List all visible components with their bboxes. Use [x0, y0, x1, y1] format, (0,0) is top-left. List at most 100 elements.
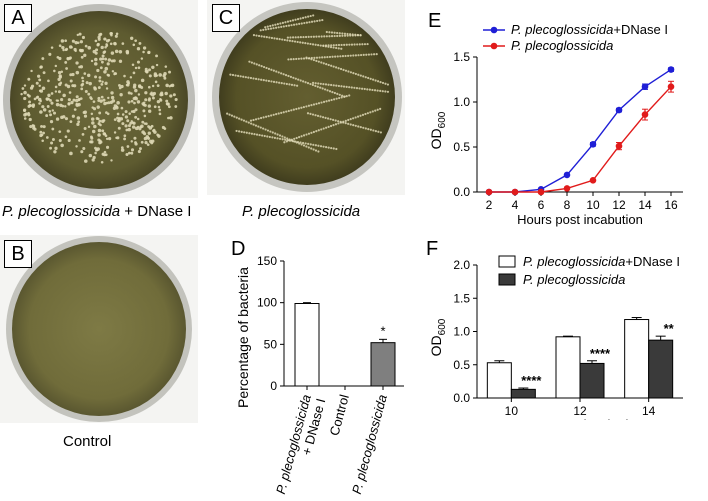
- colony: [136, 100, 141, 104]
- colony: [167, 116, 170, 120]
- colony: [147, 109, 152, 113]
- colony: [303, 21, 306, 25]
- colony: [348, 94, 351, 97]
- colony: [337, 47, 340, 50]
- colony: [379, 80, 382, 84]
- colony: [61, 104, 65, 108]
- colony: [320, 101, 323, 104]
- colony: [307, 104, 311, 107]
- colony: [230, 114, 234, 117]
- colony: [306, 42, 309, 45]
- colony: [31, 124, 35, 127]
- colony: [101, 54, 105, 58]
- colony: [307, 15, 310, 18]
- colony: [90, 59, 94, 63]
- bar: [294, 303, 320, 387]
- colony: [367, 76, 370, 80]
- colony: [299, 141, 302, 144]
- colony: [169, 116, 173, 120]
- caption-a: P. plecoglossicida + DNase I: [2, 203, 191, 220]
- colony: [240, 130, 243, 133]
- colony: [292, 23, 296, 26]
- colony: [386, 90, 390, 93]
- colony: [101, 60, 104, 64]
- colony: [121, 122, 125, 126]
- colony: [102, 98, 106, 102]
- colony: [97, 86, 101, 89]
- colony: [132, 71, 136, 75]
- colony: [242, 119, 246, 122]
- colony: [314, 114, 317, 117]
- colony: [130, 151, 134, 155]
- colony: [113, 118, 117, 122]
- significance-label: **: [664, 321, 675, 336]
- colony: [243, 131, 246, 134]
- colony: [347, 122, 350, 125]
- colony: [317, 129, 320, 132]
- colony: [349, 71, 353, 74]
- colony: [55, 99, 59, 102]
- colony: [39, 130, 43, 134]
- colony: [153, 72, 157, 76]
- colony: [110, 95, 115, 100]
- colony: [361, 87, 364, 90]
- plate-b-agar: [12, 242, 186, 416]
- colony: [289, 58, 293, 61]
- colony: [142, 50, 145, 54]
- colony: [228, 113, 231, 116]
- y-axis-label-main: OD: [428, 335, 444, 356]
- colony: [87, 73, 91, 78]
- colony: [152, 91, 157, 96]
- colony: [81, 133, 85, 136]
- colony: [287, 58, 290, 61]
- colony: [335, 84, 338, 87]
- colony: [69, 79, 73, 83]
- colony: [295, 23, 298, 26]
- colony: [319, 145, 323, 148]
- colony: [23, 84, 27, 87]
- colony: [258, 133, 261, 137]
- colony: [123, 137, 127, 141]
- colony: [100, 160, 104, 164]
- plate-c-colonies: [226, 14, 390, 153]
- colony: [264, 28, 267, 31]
- legend-label-species: P. plecoglossicida: [511, 22, 613, 37]
- colony: [278, 134, 282, 137]
- x-tick-label-line: Control: [327, 393, 352, 437]
- x-tick-label: 10: [586, 198, 600, 212]
- colony: [163, 76, 167, 80]
- colony: [329, 46, 333, 49]
- colony: [76, 122, 80, 127]
- colony: [342, 121, 345, 124]
- colony: [323, 35, 326, 38]
- colony: [98, 76, 102, 79]
- colony: [54, 146, 58, 150]
- colony: [341, 94, 344, 97]
- colony: [316, 19, 319, 23]
- colony: [335, 46, 338, 50]
- colony: [74, 40, 78, 45]
- colony: [337, 84, 340, 88]
- colony: [82, 147, 86, 151]
- colony: [310, 104, 313, 107]
- caption-a-treatment: + DNase I: [120, 203, 192, 220]
- colony: [310, 20, 314, 23]
- colony: [127, 127, 131, 132]
- colony: [99, 57, 103, 61]
- legend-label-species: P. plecoglossicida: [511, 38, 613, 53]
- colony: [341, 32, 344, 35]
- colony: [333, 34, 336, 38]
- colony: [376, 89, 379, 92]
- colony: [352, 54, 355, 57]
- colony: [29, 125, 33, 129]
- colony: [249, 76, 253, 80]
- x-tick-label: 14: [642, 404, 656, 418]
- y-axis-label-sub: 600: [437, 111, 448, 128]
- colony: [97, 133, 101, 137]
- colony: [244, 76, 247, 79]
- plate-photo-c: [207, 0, 405, 195]
- colony: [99, 99, 103, 103]
- x-tick-label-line: P. plecoglossicida: [349, 393, 390, 496]
- colony: [114, 34, 118, 38]
- colony: [76, 33, 80, 37]
